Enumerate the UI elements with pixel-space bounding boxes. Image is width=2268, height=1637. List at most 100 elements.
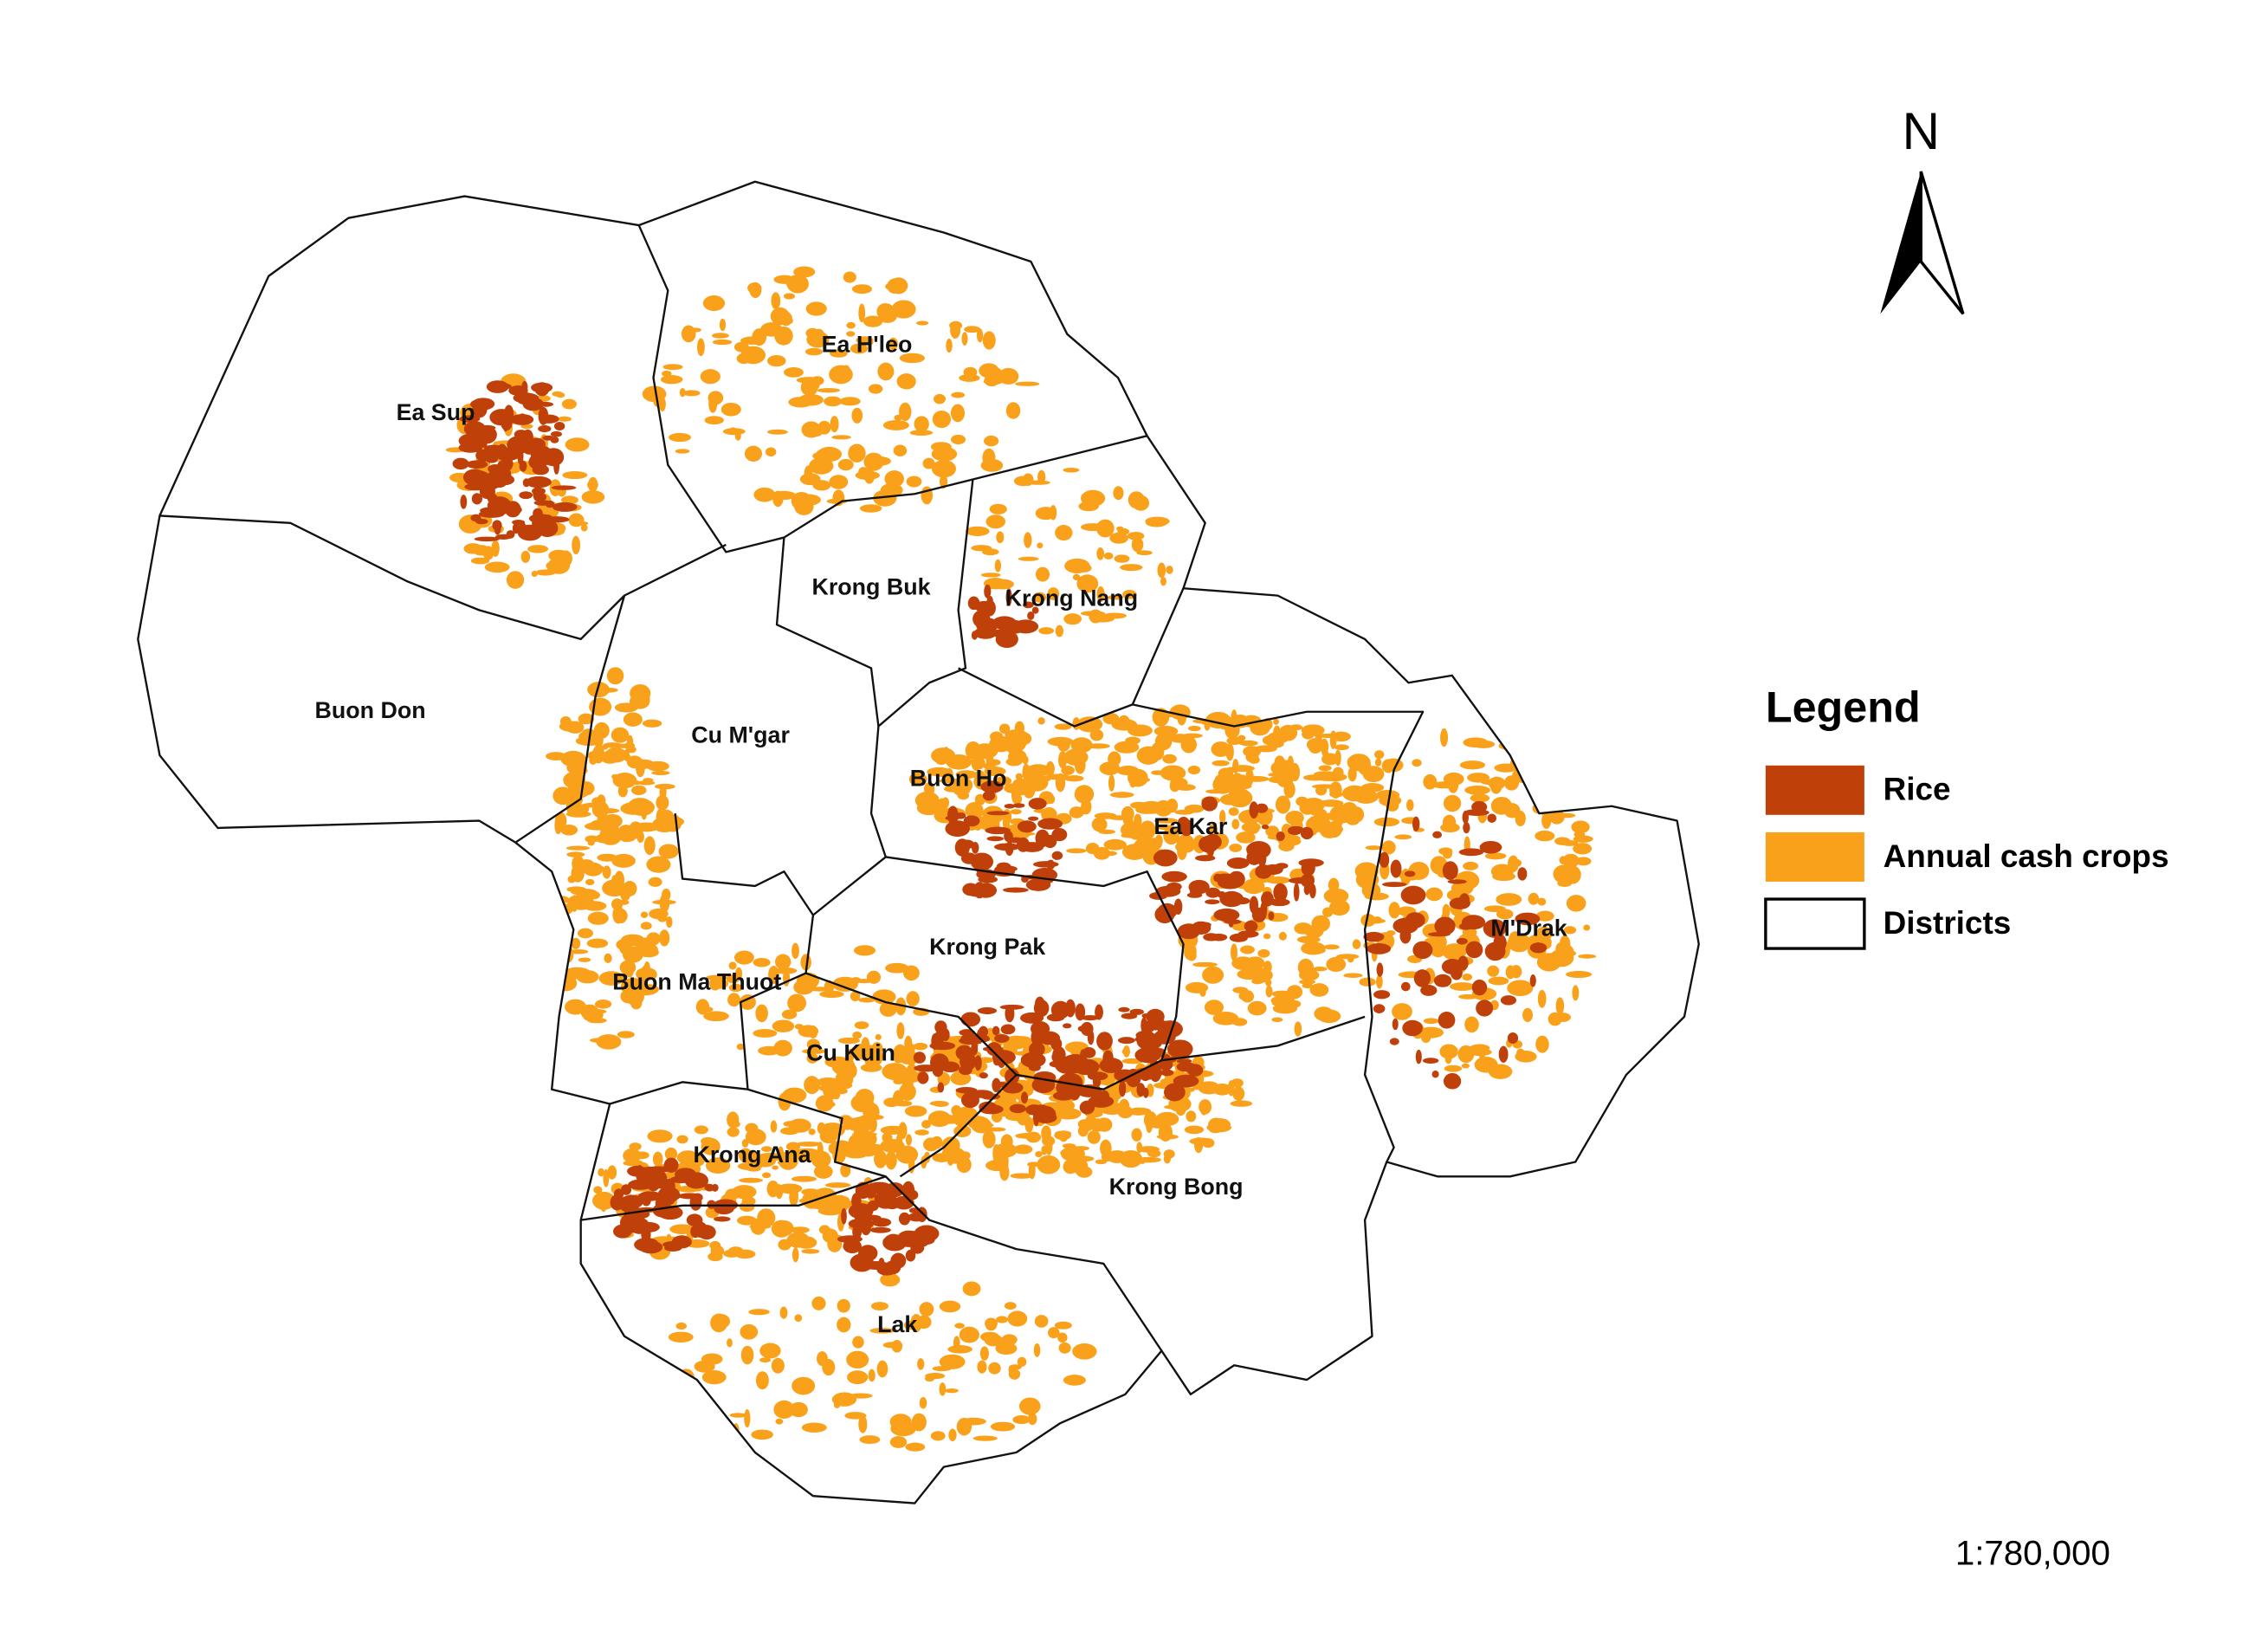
crop-patch bbox=[1488, 1064, 1513, 1079]
crop-patch bbox=[1335, 954, 1360, 960]
crop-patch bbox=[1120, 564, 1143, 572]
crop-patch bbox=[1063, 1023, 1072, 1029]
crop-patch bbox=[1180, 735, 1197, 754]
district-label: Lak bbox=[877, 1311, 917, 1337]
boundary bbox=[514, 595, 626, 844]
crop-patch bbox=[1117, 527, 1130, 535]
crop-patch bbox=[694, 1125, 708, 1135]
crop-patch bbox=[604, 747, 627, 763]
crop-patch bbox=[908, 772, 927, 786]
crop-patch bbox=[984, 374, 999, 387]
crop-patch bbox=[1184, 804, 1205, 813]
crop-patch bbox=[1360, 783, 1385, 793]
crop-patch bbox=[972, 1435, 998, 1441]
crop-patch bbox=[977, 1360, 987, 1374]
crop-patch bbox=[1079, 1049, 1087, 1064]
crop-patch bbox=[885, 962, 909, 974]
crop-patch bbox=[766, 355, 786, 367]
crop-patch bbox=[914, 791, 940, 810]
crop-patch bbox=[931, 460, 957, 478]
crop-patch bbox=[793, 266, 816, 278]
crop-patch bbox=[1299, 800, 1316, 815]
crop-patch bbox=[891, 1339, 903, 1353]
crop-patch bbox=[1027, 611, 1035, 620]
crop-patch bbox=[996, 531, 1005, 544]
crop-patch bbox=[1389, 1038, 1399, 1045]
crop-patch bbox=[607, 1165, 617, 1180]
crop-patch bbox=[1498, 1045, 1509, 1063]
crop-patch bbox=[572, 535, 580, 555]
crop-patch bbox=[708, 391, 724, 405]
crop-patch bbox=[1404, 870, 1416, 877]
crop-patch bbox=[1246, 840, 1271, 859]
crop-patch bbox=[617, 899, 630, 905]
crop-patch bbox=[1004, 1302, 1017, 1310]
crop-patch bbox=[1166, 882, 1182, 891]
crop-patch bbox=[811, 1296, 826, 1310]
crop-patch bbox=[1027, 1161, 1041, 1168]
crop-patch bbox=[1070, 737, 1093, 754]
crop-patch bbox=[1484, 852, 1507, 860]
crop-patch bbox=[915, 320, 929, 326]
crop-patch bbox=[817, 420, 831, 435]
crop-patch bbox=[1464, 785, 1490, 795]
crop-patch bbox=[848, 1203, 874, 1220]
crop-patch bbox=[1046, 859, 1056, 870]
crop-patch bbox=[751, 1429, 773, 1440]
crop-patch bbox=[1503, 803, 1521, 818]
district-label: Ea Sup bbox=[397, 399, 475, 425]
crop-patch bbox=[880, 303, 895, 320]
crop-patch bbox=[522, 478, 530, 488]
crop-patch bbox=[1231, 818, 1240, 830]
crop-patch bbox=[922, 457, 935, 469]
crop-patch bbox=[1373, 990, 1391, 1000]
crop-patch bbox=[1096, 547, 1105, 560]
crop-patch bbox=[982, 331, 996, 350]
crop-patch bbox=[861, 1220, 871, 1236]
crop-patch bbox=[678, 1193, 701, 1200]
crop-patch bbox=[1388, 902, 1400, 919]
crop-patch bbox=[841, 1207, 847, 1225]
crop-patch bbox=[971, 545, 992, 552]
crop-patch bbox=[1394, 834, 1412, 840]
crop-patch bbox=[1177, 816, 1190, 831]
crop-patch bbox=[941, 797, 950, 809]
crop-patch bbox=[1505, 965, 1515, 980]
crop-patch bbox=[571, 937, 581, 949]
crop-patch bbox=[1237, 930, 1259, 938]
crop-patch bbox=[895, 1100, 913, 1107]
crop-patch bbox=[549, 925, 570, 944]
crop-patch bbox=[1433, 974, 1452, 987]
crop-patch bbox=[701, 1370, 727, 1385]
crop-patch bbox=[1051, 827, 1068, 842]
crop-patch bbox=[582, 1005, 591, 1021]
crop-patch bbox=[568, 513, 585, 527]
crop-patch bbox=[730, 1121, 740, 1128]
crop-patch bbox=[1442, 861, 1458, 881]
crop-patch bbox=[1232, 1018, 1248, 1026]
crop-patch bbox=[1051, 851, 1063, 860]
crop-patch bbox=[1136, 1083, 1146, 1097]
crop-patch bbox=[759, 1343, 781, 1359]
district-label: Cu Kuin bbox=[806, 1040, 895, 1066]
crop-patch bbox=[630, 684, 651, 703]
crop-patch bbox=[668, 1331, 694, 1343]
crop-patch bbox=[1287, 755, 1295, 772]
crop-patch bbox=[1539, 775, 1550, 782]
crop-patch bbox=[869, 1328, 895, 1334]
crop-patch bbox=[659, 785, 667, 799]
crop-patch bbox=[843, 1239, 862, 1253]
crop-patch bbox=[791, 1175, 817, 1182]
crop-patch bbox=[1528, 892, 1540, 905]
crop-patch bbox=[652, 764, 669, 769]
crop-patch bbox=[1341, 785, 1368, 802]
crop-patch bbox=[868, 1144, 888, 1152]
crop-patch bbox=[898, 1122, 908, 1140]
crop-patch bbox=[1163, 825, 1179, 845]
crop-patch bbox=[556, 392, 565, 398]
crop-patch bbox=[651, 770, 670, 775]
crop-patch bbox=[1045, 1136, 1053, 1155]
crop-patch bbox=[1334, 749, 1341, 767]
crop-patch bbox=[538, 425, 552, 433]
